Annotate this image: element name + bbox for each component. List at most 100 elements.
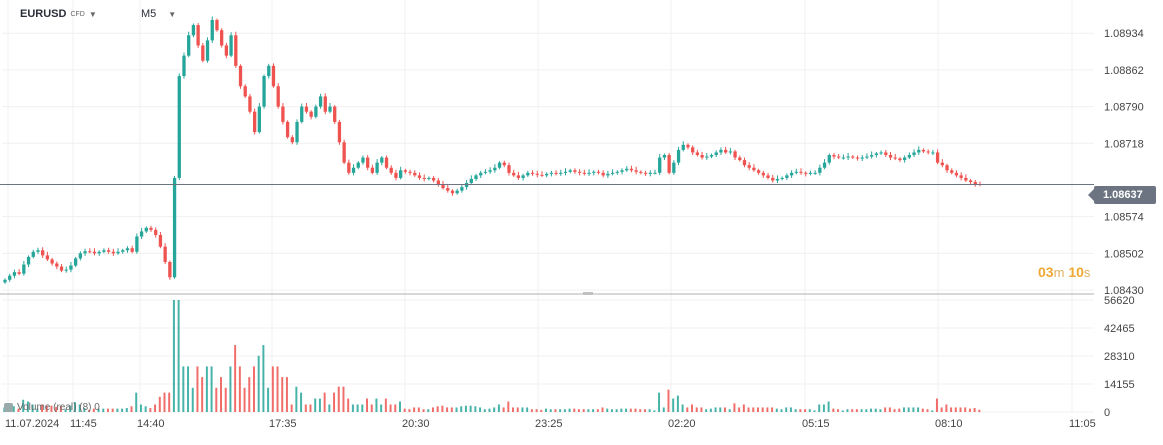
candle: [50, 257, 54, 266]
volume-bar: [483, 409, 486, 412]
candle-body: [347, 162, 351, 173]
candle-body: [403, 170, 408, 172]
candle-body: [370, 167, 375, 173]
volume-bar: [502, 407, 505, 412]
volume-bar: [973, 408, 976, 412]
candle-body: [705, 156, 709, 158]
candle-body: [582, 172, 586, 174]
x-tick-label: 08:10: [935, 418, 963, 430]
volume-bar: [870, 408, 872, 412]
candle-body: [846, 156, 850, 158]
candle: [832, 152, 836, 160]
volume-bar: [116, 408, 119, 412]
candle: [380, 156, 384, 166]
candle-body: [672, 162, 676, 173]
volume-bar: [333, 392, 336, 412]
volume-bar: [361, 404, 364, 412]
candle: [606, 170, 610, 178]
candle-body: [238, 65, 243, 87]
candle: [592, 170, 596, 176]
candle-body: [417, 175, 422, 178]
volume-bar: [187, 366, 190, 412]
candle-body: [144, 227, 148, 232]
candle-body: [74, 258, 78, 266]
candle-body: [12, 272, 17, 276]
volume-bar: [771, 407, 774, 412]
volume-bar: [686, 407, 689, 412]
candle: [149, 225, 153, 232]
candle-body: [724, 149, 728, 153]
candle-body: [220, 30, 224, 46]
candle: [26, 255, 31, 268]
volume-indicator-label[interactable]: Volume (real) (8) 0: [4, 402, 100, 413]
candle-body: [252, 111, 257, 133]
candle-body: [201, 45, 205, 61]
chevron-down-icon[interactable]: ▼: [88, 9, 97, 19]
volume-bar: [78, 404, 81, 412]
candle-body: [879, 152, 883, 154]
candle-body: [691, 147, 695, 153]
volume-bar: [464, 405, 467, 412]
chevron-down-icon[interactable]: ▼: [168, 9, 177, 19]
candle: [827, 153, 831, 165]
candle-body: [497, 162, 502, 168]
candle: [705, 152, 709, 161]
candle: [22, 260, 26, 276]
candle-body: [59, 266, 64, 271]
volume-bar: [596, 409, 599, 412]
volume-bar: [841, 410, 844, 412]
timeframe-selector[interactable]: M5 ▼: [141, 8, 176, 20]
candle: [36, 247, 40, 254]
volume-bar: [794, 409, 797, 412]
candle-body: [309, 111, 313, 117]
candle-body: [954, 172, 959, 176]
candle-body: [686, 144, 690, 148]
volume-bar: [229, 366, 232, 412]
candle: [323, 93, 327, 115]
candle: [719, 147, 723, 155]
volume-bar: [45, 405, 48, 412]
volume-bar: [577, 409, 580, 412]
candle-body: [408, 171, 412, 173]
candle-body: [92, 251, 97, 254]
volume-bar: [837, 409, 840, 412]
price-tick-label: 1.08790: [1104, 102, 1144, 114]
volume-bar: [144, 406, 147, 412]
volume-bar: [290, 404, 293, 412]
volume-bar: [36, 408, 39, 412]
volume-bar: [526, 407, 529, 412]
volume-bar: [69, 405, 72, 412]
candle-body: [804, 172, 808, 174]
candle: [888, 151, 893, 161]
candle: [427, 176, 431, 181]
volume-bar: [196, 366, 199, 412]
candle: [662, 153, 667, 161]
candle: [144, 226, 148, 233]
candle-body: [422, 177, 426, 179]
candle: [248, 93, 252, 114]
candle-body: [224, 45, 229, 56]
indicator-settings-icon[interactable]: [4, 403, 13, 412]
volume-tick-label: 0: [1104, 407, 1110, 419]
volume-bar: [676, 395, 679, 412]
volume-bar: [455, 407, 458, 412]
volume-bar: [799, 409, 802, 412]
volume-bar: [380, 404, 383, 412]
candle-body: [884, 152, 888, 155]
candle: [667, 152, 671, 175]
volume-bar: [700, 407, 703, 412]
symbol-selector[interactable]: EURUSD CFD ▼: [20, 8, 97, 20]
candle: [964, 174, 968, 182]
candle: [959, 172, 963, 181]
candle-body: [300, 106, 304, 122]
candle-body: [667, 155, 671, 173]
candle-body: [964, 177, 968, 181]
volume-bar: [215, 387, 218, 412]
candle: [516, 171, 521, 180]
volume-bar: [648, 409, 651, 412]
candle-body: [135, 236, 139, 252]
countdown-minutes-unit: m: [1053, 265, 1065, 280]
volume-bar: [295, 386, 298, 412]
